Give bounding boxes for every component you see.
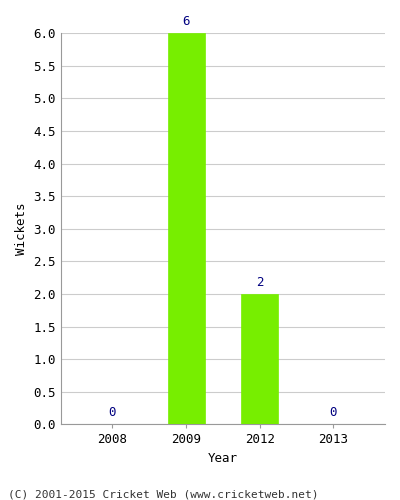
Text: 0: 0 [109,406,116,419]
Text: (C) 2001-2015 Cricket Web (www.cricketweb.net): (C) 2001-2015 Cricket Web (www.cricketwe… [8,490,318,500]
Bar [168,33,204,424]
Text: 2: 2 [256,276,264,289]
Bar [241,294,278,424]
Y-axis label: Wickets: Wickets [15,202,28,255]
Text: 0: 0 [330,406,337,419]
Text: 6: 6 [182,15,190,28]
X-axis label: Year: Year [208,452,238,465]
